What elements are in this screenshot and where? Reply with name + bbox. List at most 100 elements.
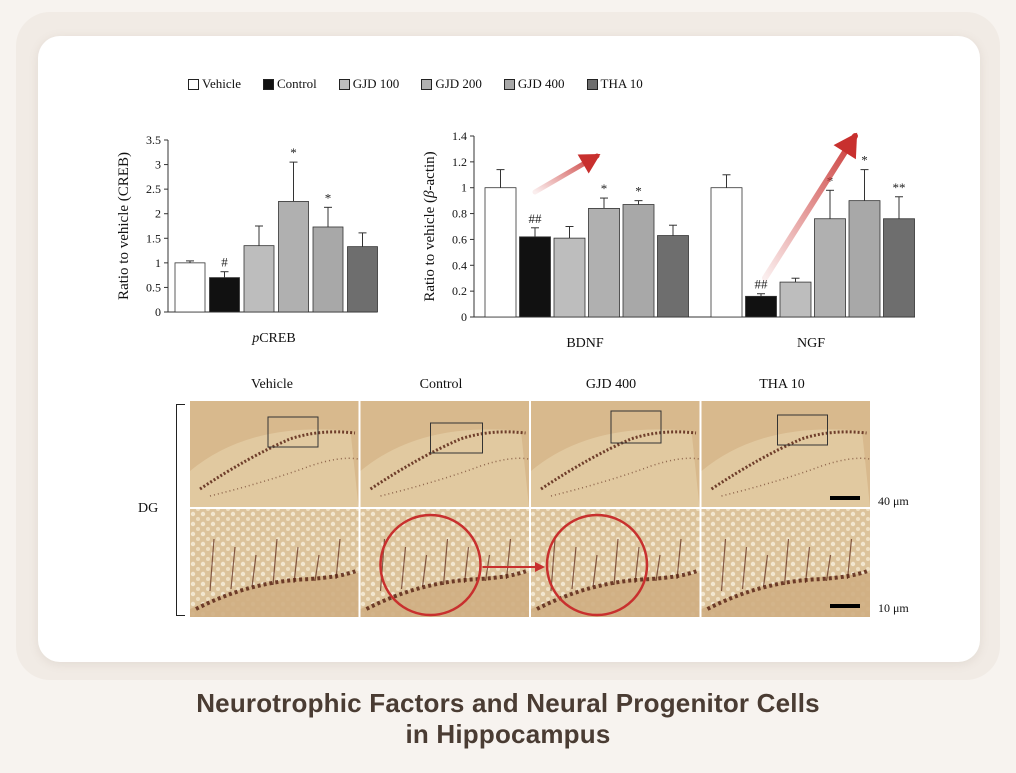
- bar: [622, 204, 655, 318]
- inset-box: [267, 416, 319, 448]
- micrograph-panel: [360, 401, 529, 507]
- y-tick-label: 1.5: [146, 231, 161, 245]
- tissue-region: [190, 573, 359, 617]
- legend-label: GJD 400: [517, 76, 565, 91]
- y-tick-label: 3: [155, 158, 161, 172]
- bar: [848, 200, 881, 318]
- stained-cell-layer: [195, 569, 357, 611]
- legend-item: THA 10: [586, 76, 643, 92]
- caption-line-1: Neurotrophic Factors and Neural Progenit…: [196, 688, 820, 718]
- y-tick-label: 1: [461, 181, 467, 195]
- group-label: pCREB: [251, 331, 296, 346]
- scale-bar-40um: [830, 496, 860, 500]
- y-tick-label: 0.6: [452, 232, 467, 246]
- micrograph-panel: [701, 401, 870, 507]
- y-tick-label: 2: [155, 207, 161, 221]
- legend-item: Vehicle: [188, 76, 241, 92]
- legend-label: GJD 100: [352, 76, 400, 91]
- bar: [347, 246, 378, 313]
- y-tick-label: 0.2: [452, 284, 467, 298]
- legend-swatch: [421, 78, 433, 90]
- dendrite: [571, 546, 577, 590]
- dendrite: [592, 554, 598, 588]
- micrograph-panel: [531, 401, 700, 507]
- inset-box: [610, 410, 662, 444]
- y-tick-label: 1: [155, 256, 161, 270]
- significance-mark: *: [635, 184, 642, 199]
- highlight-circle-gjd400: [545, 513, 649, 617]
- legend-label: THA 10: [600, 76, 643, 91]
- y-tick-label: 1.4: [452, 129, 467, 143]
- legend-item: Control: [262, 76, 317, 92]
- bar: [519, 236, 551, 318]
- tissue-region: [360, 429, 529, 507]
- tissue-region: [190, 429, 359, 507]
- scale-label-40um: 40 μm: [878, 494, 909, 508]
- bar: [710, 187, 743, 318]
- y-axis-label: Ratio to vehicle (CREB): [116, 152, 132, 300]
- dentate-gyrus-layer-2: [209, 457, 359, 497]
- micrograph-col-label-gjd400: GJD 400: [585, 377, 637, 392]
- inset-box: [430, 422, 483, 454]
- dendrite: [655, 554, 661, 582]
- micrograph-panel: [701, 509, 870, 617]
- dendrite: [442, 538, 449, 586]
- chart-legend: Vehicle Control GJD 100 GJD 200 GJD 400 THA 1…: [188, 74, 908, 94]
- significance-mark: *: [601, 181, 608, 196]
- tissue-region: [701, 573, 870, 617]
- bar: [779, 281, 812, 318]
- dendrite: [741, 546, 748, 590]
- figure-caption: Neurotrophic Factors and Neural Progenit…: [0, 688, 1016, 750]
- dg-row-label: DG: [138, 501, 159, 516]
- micrograph-panel: [360, 509, 529, 617]
- bar: [553, 237, 586, 318]
- dendrite: [314, 554, 320, 582]
- stained-cell-layer: [365, 569, 528, 611]
- dendrite: [676, 538, 682, 580]
- legend-item: GJD 100: [338, 76, 400, 92]
- dendrite: [400, 546, 407, 590]
- legend-swatch: [188, 78, 199, 90]
- group-label: NGF: [797, 336, 825, 351]
- y-tick-label: 0: [155, 305, 161, 319]
- y-axis-label: Ratio to vehicle (β-actin): [422, 151, 438, 301]
- micrograph-panel: [190, 509, 359, 617]
- micrograph-col-label-tha10: THA 10: [759, 377, 805, 392]
- stained-cell-layer: [706, 569, 869, 611]
- scale-bar-10um: [830, 604, 860, 608]
- dendrite: [804, 546, 811, 584]
- bar: [588, 207, 620, 318]
- dendrite: [209, 538, 215, 592]
- dendrite: [251, 554, 257, 588]
- dendrite: [505, 538, 512, 580]
- compare-arrow-head: [535, 562, 545, 572]
- inset-box: [777, 414, 828, 446]
- dendrite: [272, 538, 278, 586]
- bar: [745, 295, 777, 318]
- trend-arrow-shaft: [762, 133, 858, 281]
- bar: [243, 245, 275, 313]
- dendrite: [825, 554, 832, 582]
- dg-bracket: [176, 404, 185, 616]
- dendrite: [293, 546, 299, 584]
- dentate-gyrus-layer-2: [380, 457, 529, 497]
- trend-arrow-head: [577, 153, 601, 174]
- caption-line-2: in Hippocampus: [405, 719, 611, 749]
- y-tick-label: 1.2: [452, 155, 467, 169]
- legend-swatch: [586, 78, 598, 90]
- dendrite: [634, 546, 640, 584]
- micrograph-col-label-control: Control: [419, 377, 463, 392]
- significance-mark: **: [893, 180, 906, 195]
- y-tick-label: 0: [461, 310, 467, 324]
- legend-swatch: [262, 78, 274, 90]
- y-tick-label: 2.5: [146, 182, 161, 196]
- dendrite: [613, 538, 619, 586]
- dendrite: [720, 538, 727, 592]
- legend-swatch: [503, 78, 515, 90]
- dendrite: [230, 546, 236, 590]
- dentate-gyrus-layer-2: [550, 457, 700, 497]
- y-tick-label: 3.5: [146, 133, 161, 147]
- highlight-circle-control: [379, 513, 482, 617]
- trend-arrow-head: [833, 132, 858, 160]
- bar: [174, 262, 206, 313]
